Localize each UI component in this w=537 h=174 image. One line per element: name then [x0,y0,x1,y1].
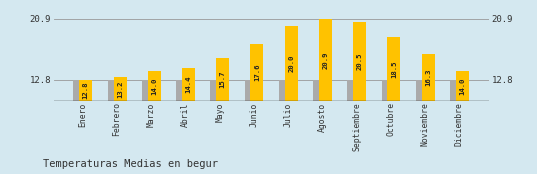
Text: 16.3: 16.3 [425,69,431,86]
Bar [176,80,188,101]
Bar [387,37,401,101]
Text: 20.0: 20.0 [288,55,294,72]
Bar [108,80,120,101]
Bar [245,80,257,101]
Text: 20.5: 20.5 [357,53,362,70]
Bar [216,58,229,101]
Bar [347,80,360,101]
Text: Temperaturas Medias en begur: Temperaturas Medias en begur [43,159,218,169]
Bar [285,26,297,101]
Bar [250,44,264,101]
Bar [319,19,332,101]
Bar [182,68,195,101]
Text: 17.6: 17.6 [254,64,260,81]
Text: 14.0: 14.0 [151,77,157,95]
Bar [211,80,223,101]
Text: 13.2: 13.2 [117,80,123,98]
Text: 14.4: 14.4 [185,76,192,93]
Bar [148,71,161,101]
Bar [113,77,127,101]
Bar [79,80,92,101]
Bar [416,80,428,101]
Text: 15.7: 15.7 [220,71,226,88]
Bar [142,80,154,101]
Text: 14.0: 14.0 [459,77,466,95]
Bar [382,80,394,101]
Bar [74,80,86,101]
Bar [279,80,291,101]
Bar [353,22,366,101]
Bar [313,80,325,101]
Text: 20.9: 20.9 [322,51,329,69]
Bar [456,71,469,101]
Bar [422,54,434,101]
Text: 12.8: 12.8 [83,82,89,99]
Text: 18.5: 18.5 [391,60,397,78]
Bar [450,80,462,101]
